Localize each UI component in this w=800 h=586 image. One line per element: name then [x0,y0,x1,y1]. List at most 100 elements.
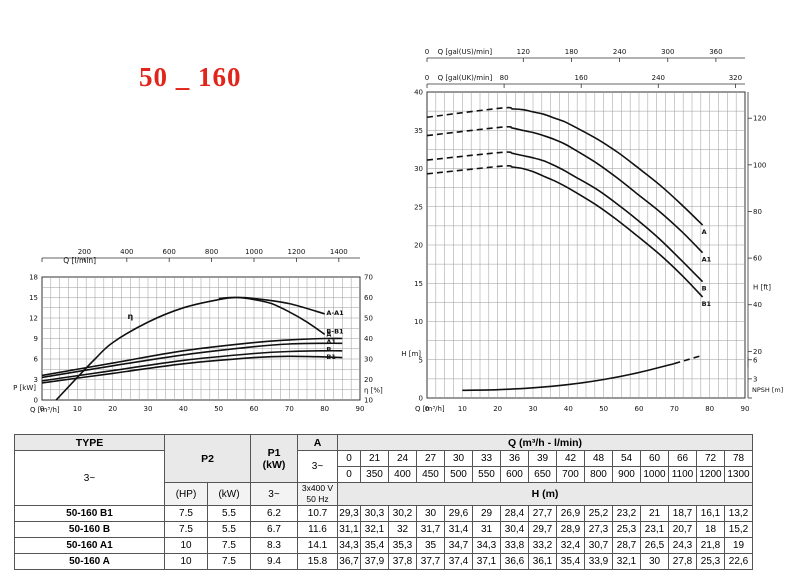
right-series-label-B: B [702,285,707,293]
head-header: H (m) [337,482,753,506]
right-y-tick-label: 30 [414,165,423,173]
right-y-tick-label: 20 [414,242,423,250]
p2-hp-cell: 10 [164,537,208,554]
right-npsh-tick-label: 6 [753,356,758,364]
head-value-cell: 31,7 [416,521,445,538]
right-ft-tick-label: 60 [753,255,762,263]
head-value-cell: 27,7 [528,505,557,522]
flow-lmin-cell: 400 [388,466,417,483]
left-x-tick-label: 30 [144,405,153,413]
head-value-cell: 30,7 [584,537,613,554]
left-y-axis-label: P [kW] [13,384,36,392]
flow-m3h-cell: 39 [528,450,557,467]
left-y2-tick-label: 60 [364,294,373,302]
head-value-cell: 30,2 [388,505,417,522]
right-y-axis-label: H [m] [401,350,421,358]
flow-lmin-cell: 350 [360,466,389,483]
right-series-B1 [511,166,704,298]
left-y-tick-label: 12 [29,315,38,323]
head-value-cell: 33,2 [528,537,557,554]
head-value-cell: 31 [472,521,501,538]
p1-phase-cell: 3~ [250,482,298,506]
flow-m3h-cell: 66 [668,450,697,467]
right-top-us-tick-label: 360 [709,48,722,56]
head-value-cell: 25,2 [584,505,613,522]
head-value-cell: 35,3 [388,537,417,554]
p2-kw-cell: 5.5 [207,505,251,522]
head-value-cell: 35,4 [360,537,389,554]
right-npsh-tick-label: 3 [753,375,757,383]
left-x-axis-label: Q [m³/h] [30,406,60,414]
left-top-tick-label: 1200 [287,248,305,256]
right-ft-axis-label: H [ft] [753,284,771,292]
flow-lmin-cell: 550 [472,466,501,483]
kw-header: (kW) [207,482,251,506]
head-value-cell: 35,4 [556,553,585,570]
p1-cell: 6.2 [250,505,298,522]
right-series-B1-dashed [426,165,513,175]
head-value-cell: 37,1 [472,553,501,570]
right-x-tick-label: 50 [599,405,608,413]
left-series-label-A-A1: A-A1 [326,309,344,317]
head-value-cell: 28,7 [612,537,641,554]
flow-lmin-cell: 700 [556,466,585,483]
model-title: 50 _ 160 [139,62,242,92]
left-top-tick-label: 1400 [330,248,348,256]
left-series-A [41,337,343,377]
left-y2-tick-label: 30 [364,356,373,364]
head-value-cell: 26,9 [556,505,585,522]
left-y2-tick-label: 70 [364,274,373,282]
flow-m3h-cell: 78 [724,450,753,467]
left-y-tick-label: 6 [34,356,39,364]
p2-hp-cell: 7.5 [164,505,208,522]
flow-lmin-cell: 500 [444,466,473,483]
head-value-cell: 21,8 [696,537,725,554]
right-top-uk-label: Q [gal(UK)/min] [438,74,493,82]
head-value-cell: 25,3 [696,553,725,570]
table-row: 50-160 B 7.5 5.5 6.7 11.6 31,1 32,1 32 31,7 31,4 3… [14,521,753,538]
right-ft-tick-label: 120 [753,115,766,123]
flow-lmin-cell: 800 [584,466,613,483]
head-value-cell: 28,4 [500,505,529,522]
right-top-us-tick-label: 0 [425,48,429,56]
flow-m3h-cell: 36 [500,450,529,467]
amp-phase-cell: 3~ [297,450,338,483]
current-cell: 11.6 [297,521,338,538]
right-x-tick-label: 70 [670,405,679,413]
right-ft-tick-label: 80 [753,208,762,216]
left-series-label-B-B1: B-B1 [326,327,344,335]
head-value-cell: 33,8 [500,537,529,554]
head-value-cell: 32,4 [556,537,585,554]
flow-m3h-cell: 24 [388,450,417,467]
p2-hp-cell: 7.5 [164,521,208,538]
left-y-tick-label: 3 [34,376,38,384]
left-series-A1 [41,342,343,379]
head-value-cell: 34,3 [337,537,361,554]
right-series-A-dashed [426,106,513,119]
right-top-us-tick-label: 120 [517,48,530,56]
head-value-cell: 23,1 [640,521,669,538]
p2-kw-cell: 7.5 [207,553,251,570]
head-value-cell: 30,4 [500,521,529,538]
table-row: 50-160 A 10 7.5 9.4 15.8 36,7 37,9 37,8 37,7 37,4… [14,553,753,570]
head-value-cell: 21 [640,505,669,522]
right-x-tick-label: 60 [635,405,644,413]
head-value-cell: 35 [416,537,445,554]
head-value-cell: 27,3 [584,521,613,538]
flow-m3h-cell: 21 [360,450,389,467]
pump-type-cell: 50-160 B1 [14,505,165,522]
p1-header: P1 (kW) [250,434,298,483]
head-value-cell: 13,2 [724,505,753,522]
head-value-cell: 37,4 [444,553,473,570]
left-series-label-A1: A1 [326,338,336,346]
right-top-uk-tick-label: 80 [500,74,509,82]
right-series-label-B1: B1 [702,300,712,308]
right-top-uk-tick-label: 240 [652,74,665,82]
left-eta-label: η [127,312,133,321]
right-series-A1 [511,127,704,254]
p1-cell: 8.3 [250,537,298,554]
flow-m3h-cell: 48 [584,450,613,467]
right-x-tick-label: 40 [564,405,573,413]
head-value-cell: 25,3 [612,521,641,538]
head-value-cell: 31,1 [337,521,361,538]
